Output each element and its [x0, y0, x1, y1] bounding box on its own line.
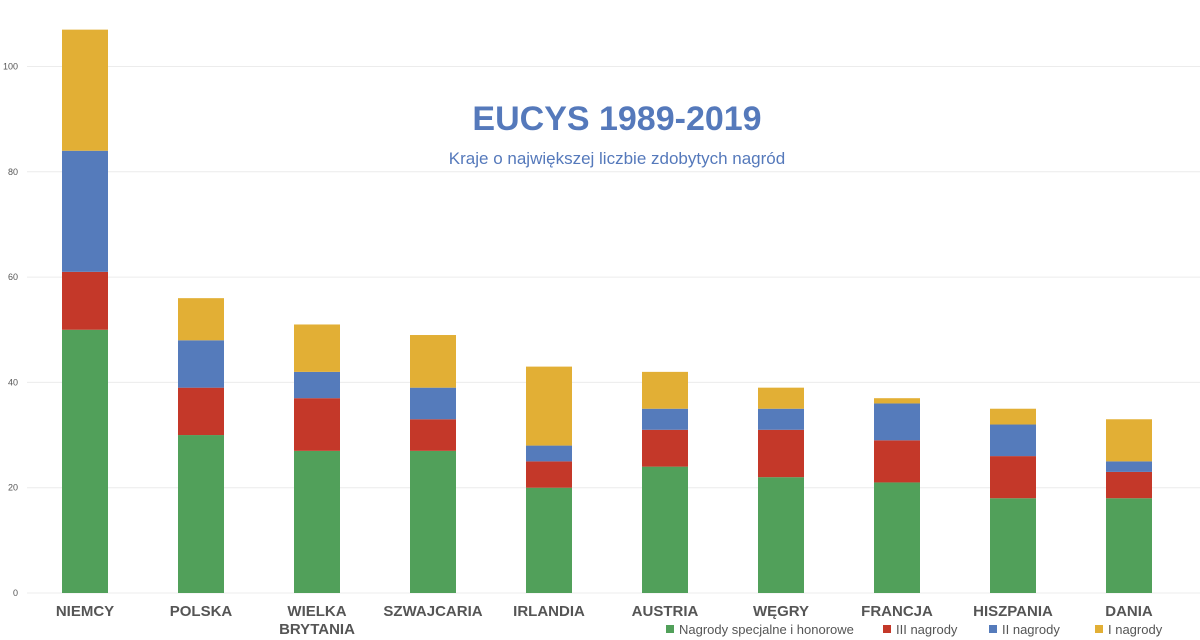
legend-swatch — [1095, 625, 1103, 633]
bar-stack — [642, 371, 688, 593]
bar-segment — [1106, 471, 1152, 499]
legend-item: III nagrody — [883, 622, 958, 637]
y-tick-label: 80 — [8, 167, 18, 177]
x-tick-label: POLSKA — [170, 603, 233, 620]
bar-segment — [1106, 498, 1152, 593]
bar-segment — [990, 456, 1036, 499]
bar-segment — [758, 387, 804, 409]
x-axis-labels: NIEMCY POLSKA WIELKA BRYTANIA SZWAJCARIA IRLA… — [56, 603, 1153, 638]
bar-stack — [410, 335, 456, 593]
bar-stack — [526, 366, 572, 593]
bar-stack — [294, 324, 340, 593]
bar-segment — [990, 408, 1036, 425]
bar-stack — [1106, 419, 1152, 593]
legend-label: II nagrody — [1002, 622, 1060, 637]
legend: Nagrody specjalne i honorowe III nagrody I… — [666, 622, 1163, 637]
bar-stack — [874, 398, 920, 593]
x-tick-label: HISZPANIA — [973, 603, 1053, 620]
bar-segment — [874, 403, 920, 441]
x-tick-label: WIELKA BRYTANIA — [279, 603, 355, 638]
bar-segment — [758, 429, 804, 478]
bar-stack — [758, 387, 804, 593]
bar-segment — [62, 150, 108, 272]
bar-segment — [874, 482, 920, 593]
bar-segment — [874, 398, 920, 404]
bar-segment — [294, 450, 340, 593]
y-tick-label: 40 — [8, 377, 18, 387]
bar-segment — [642, 429, 688, 467]
bar-segment — [62, 329, 108, 593]
bar-stack — [62, 29, 108, 593]
bar-segment — [874, 440, 920, 483]
bar-segment — [62, 29, 108, 151]
bars — [62, 29, 1152, 593]
y-tick-label: 60 — [8, 272, 18, 282]
x-tick-label: WĘGRY — [753, 603, 809, 620]
legend-item: I nagrody — [1095, 622, 1163, 637]
x-tick-label: FRANCJA — [861, 603, 933, 620]
bar-segment — [178, 340, 224, 388]
bar-segment — [178, 435, 224, 593]
chart-subtitle: Kraje o największej liczbie zdobytych na… — [449, 149, 785, 168]
bar-segment — [642, 466, 688, 593]
legend-swatch — [989, 625, 997, 633]
bar-stack — [178, 298, 224, 593]
bar-segment — [642, 371, 688, 409]
bar-segment — [526, 461, 572, 488]
legend-item: II nagrody — [989, 622, 1060, 637]
bar-segment — [410, 335, 456, 388]
x-tick-label: SZWAJCARIA — [383, 603, 482, 620]
bar-segment — [1106, 461, 1152, 472]
bar-segment — [526, 366, 572, 446]
bar-segment — [758, 477, 804, 593]
bar-segment — [410, 387, 456, 420]
bar-segment — [62, 271, 108, 330]
bar-segment — [410, 450, 456, 593]
legend-item: Nagrody specjalne i honorowe — [666, 622, 854, 637]
bar-segment — [294, 371, 340, 399]
bar-segment — [642, 408, 688, 430]
legend-swatch — [666, 625, 674, 633]
legend-label: Nagrody specjalne i honorowe — [679, 622, 854, 637]
legend-label: III nagrody — [896, 622, 958, 637]
bar-segment — [758, 408, 804, 430]
x-tick-label: NIEMCY — [56, 603, 114, 620]
y-tick-label: 20 — [8, 483, 18, 493]
legend-swatch — [883, 625, 891, 633]
chart-title: EUCYS 1989-2019 — [472, 100, 761, 138]
x-tick-label: DANIA — [1105, 603, 1153, 620]
y-tick-label: 100 — [3, 62, 18, 72]
x-tick-label: AUSTRIA — [632, 603, 699, 620]
legend-label: I nagrody — [1108, 622, 1163, 637]
bar-segment — [1106, 419, 1152, 462]
bar-segment — [990, 424, 1036, 457]
bar-segment — [294, 324, 340, 372]
bar-segment — [294, 398, 340, 451]
bar-segment — [178, 298, 224, 341]
bar-segment — [410, 419, 456, 451]
y-tick-label: 0 — [13, 588, 18, 598]
bar-stack — [990, 408, 1036, 593]
x-tick-label: IRLANDIA — [513, 603, 585, 620]
bar-segment — [526, 487, 572, 593]
y-axis-ticks: 0 20 40 60 80 100 — [3, 62, 18, 599]
bar-segment — [990, 498, 1036, 593]
bar-segment — [526, 445, 572, 462]
bar-segment — [178, 387, 224, 436]
